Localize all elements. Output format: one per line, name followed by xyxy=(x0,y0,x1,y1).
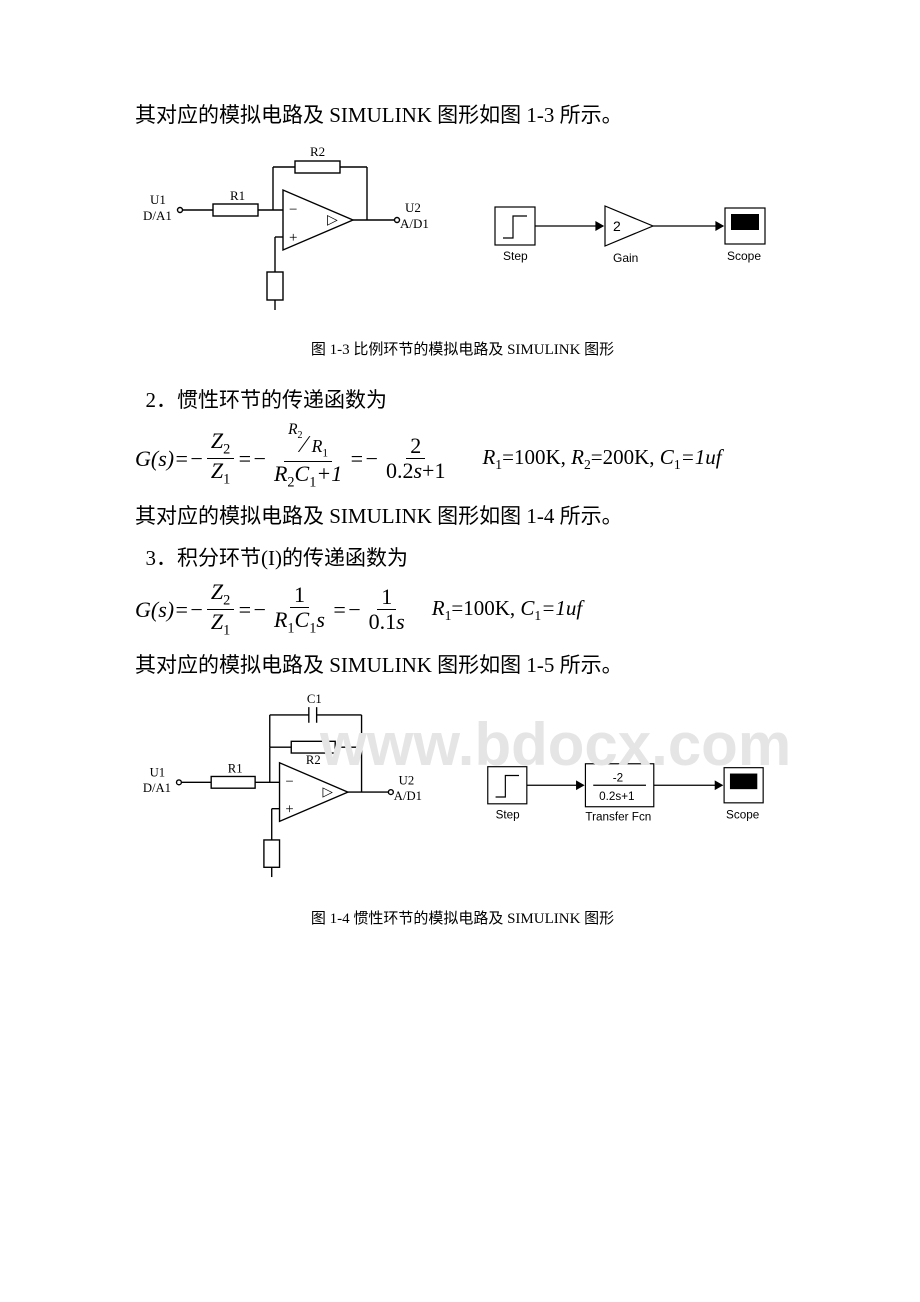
svg-text:U2: U2 xyxy=(399,773,415,787)
figure-1-3-caption: 图 1-3 比例环节的模拟电路及 SIMULINK 图形 xyxy=(135,338,790,359)
figure-1-4: U1 D/A1 R1 − + ▷ U2 A/D1 R2 xyxy=(135,691,790,901)
svg-text:C1: C1 xyxy=(307,692,322,706)
svg-text:▷: ▷ xyxy=(323,784,334,799)
simulink-diagram-2: Step -2 0.2s+1 Transfer Fcn Scope xyxy=(478,741,791,851)
svg-text:2: 2 xyxy=(613,218,621,234)
svg-text:Step: Step xyxy=(503,249,528,263)
svg-text:Gain: Gain xyxy=(613,251,638,265)
svg-text:+: + xyxy=(289,230,297,246)
fig-1-4-ref: 其对应的模拟电路及 SIMULINK 图形如图 1-4 所示。 xyxy=(135,501,790,533)
svg-text:U1: U1 xyxy=(150,192,166,207)
figure-1-4-caption: 图 1-4 惯性环节的模拟电路及 SIMULINK 图形 xyxy=(135,907,790,928)
simulink-diagram-1: Step 2 Gain Scope xyxy=(485,182,785,292)
svg-text:R1: R1 xyxy=(228,762,243,776)
section-3-title: 3．积分环节(I)的传递函数为 xyxy=(135,543,790,575)
svg-text:−: − xyxy=(285,774,293,790)
figure-1-3: U1 D/A1 R1 − + ▷ U2 A/D1 R2 xyxy=(135,142,790,332)
svg-text:D/A1: D/A1 xyxy=(143,208,172,223)
svg-text:Scope: Scope xyxy=(727,249,761,263)
equation-2: G(s)= − Z2 Z1 = − R2 ∕ R1 R2C1+1 = − 2 0… xyxy=(135,426,790,491)
svg-text:Step: Step xyxy=(495,808,520,821)
svg-text:Transfer Fcn: Transfer Fcn xyxy=(585,810,651,823)
svg-text:0.2s+1: 0.2s+1 xyxy=(599,790,634,803)
circuit-diagram-2: U1 D/A1 R1 − + ▷ U2 A/D1 R2 xyxy=(135,691,448,901)
svg-text:U1: U1 xyxy=(150,765,166,779)
svg-text:A/D1: A/D1 xyxy=(394,789,422,803)
svg-text:U2: U2 xyxy=(405,200,421,215)
intro-line-1: 其对应的模拟电路及 SIMULINK 图形如图 1-3 所示。 xyxy=(135,100,790,132)
circuit-diagram-1: U1 D/A1 R1 − + ▷ U2 A/D1 R2 xyxy=(135,142,455,332)
equation-3: G(s)= − Z2 Z1 = − 1 R1C1s = − 1 0.1s R1=… xyxy=(135,580,790,639)
svg-text:D/A1: D/A1 xyxy=(143,781,171,795)
section-2-title: 2．惯性环节的传递函数为 xyxy=(135,385,790,417)
svg-text:R2: R2 xyxy=(310,144,325,159)
svg-text:+: + xyxy=(285,802,293,818)
svg-text:R2: R2 xyxy=(306,753,321,767)
fig-1-5-ref: 其对应的模拟电路及 SIMULINK 图形如图 1-5 所示。 xyxy=(135,650,790,682)
svg-text:R1: R1 xyxy=(230,188,245,203)
svg-text:-2: -2 xyxy=(612,771,622,784)
svg-text:−: − xyxy=(289,202,297,218)
svg-text:▷: ▷ xyxy=(327,213,338,228)
svg-text:A/D1: A/D1 xyxy=(400,216,429,231)
svg-text:Scope: Scope xyxy=(726,808,759,821)
